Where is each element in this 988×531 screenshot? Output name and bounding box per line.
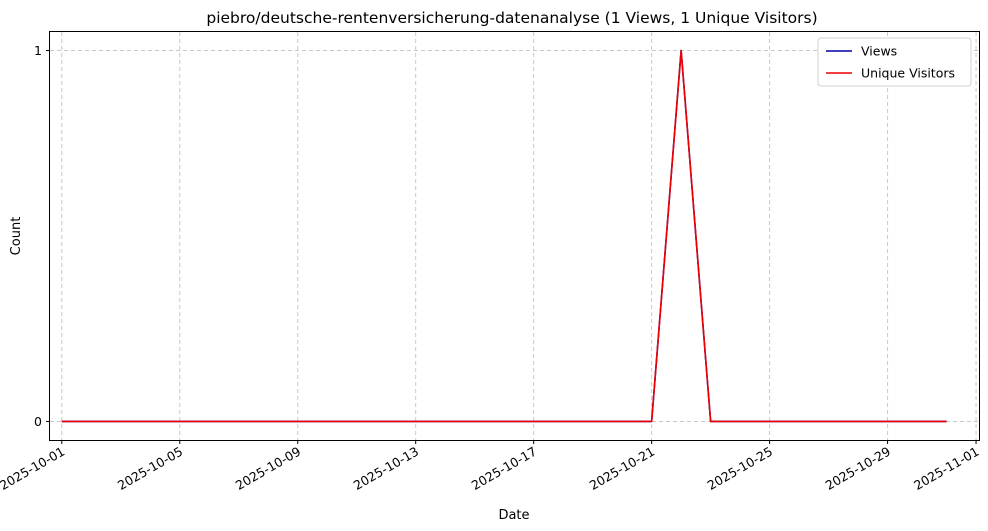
x-tick-label: 2025-11-01 — [911, 444, 981, 493]
x-tick-label: 2025-10-21 — [587, 444, 657, 493]
series-line-0 — [61, 49, 947, 423]
series-lines — [61, 49, 947, 423]
x-tick-label: 2025-10-05 — [115, 444, 185, 493]
legend-label-0: Views — [861, 44, 897, 59]
chart-title: piebro/deutsche-rentenversicherung-daten… — [206, 9, 817, 27]
legend-label-1: Unique Visitors — [861, 66, 955, 81]
series-line-1 — [61, 49, 947, 423]
grid-lines — [50, 32, 979, 440]
y-tick-label: 0 — [34, 414, 42, 429]
legend-box — [817, 37, 972, 87]
x-axis: 2025-10-01 2025-10-05 2025-10-09 2025-10-13… — [0, 440, 982, 493]
y-axis-label: Count — [9, 217, 24, 256]
y-tick-label: 1 — [34, 43, 42, 58]
x-axis-label: Date — [498, 508, 529, 523]
x-tick-label: 2025-10-17 — [469, 444, 539, 493]
y-axis: 01 — [34, 43, 50, 429]
x-tick-label: 2025-10-01 — [0, 444, 67, 493]
legend: Views Unique Visitors — [817, 37, 972, 87]
x-tick-label: 2025-10-25 — [705, 444, 775, 493]
x-tick-label: 2025-10-29 — [823, 444, 893, 493]
x-tick-label: 2025-10-13 — [351, 444, 421, 493]
plot-area-frame — [49, 31, 980, 441]
x-tick-label: 2025-10-09 — [233, 444, 303, 493]
